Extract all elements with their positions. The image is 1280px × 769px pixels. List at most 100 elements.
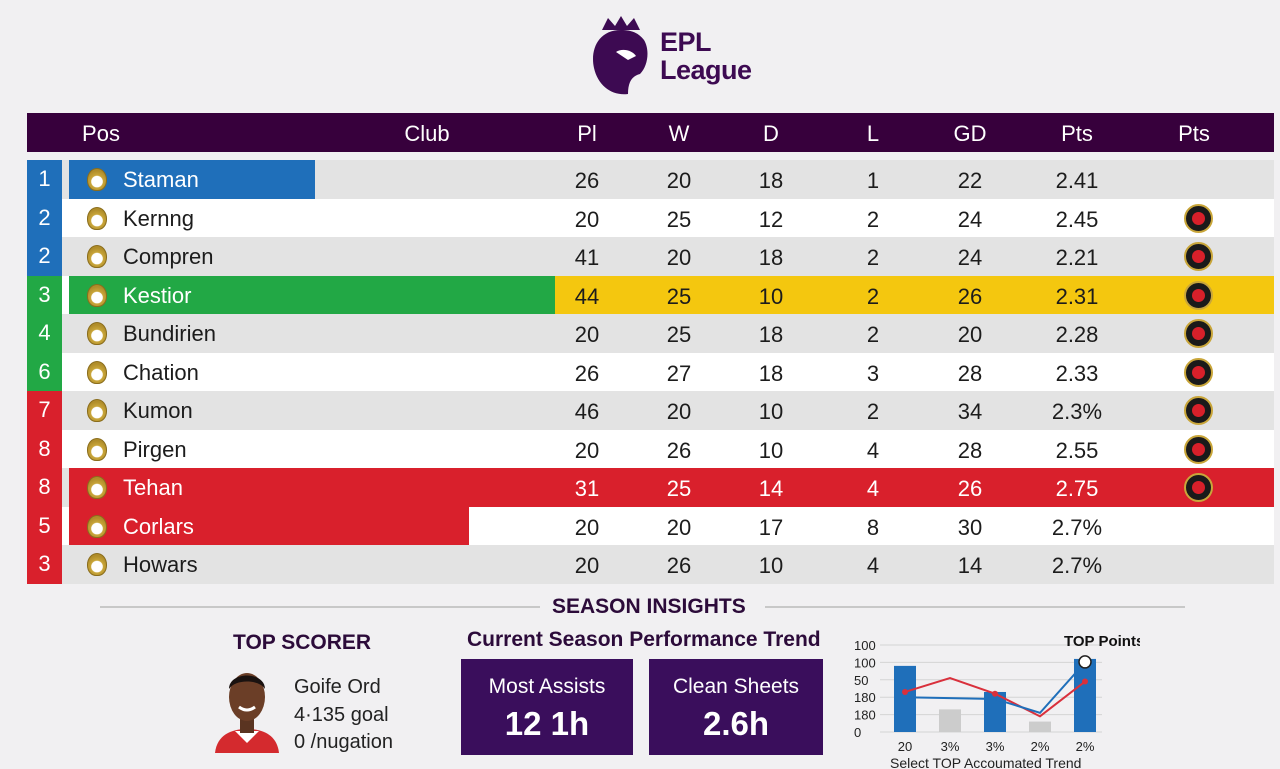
header-w[interactable]: W xyxy=(668,121,690,146)
table-row[interactable]: 6 Chation 26 27 18 3 28 2.33 xyxy=(27,352,1274,391)
cell-pts: 2.7% xyxy=(1051,553,1103,578)
y-tick-label: 100 xyxy=(854,655,876,670)
cell-w: 20 xyxy=(666,168,692,193)
table-row[interactable]: 8 Pirgen 20 26 10 4 28 2.55 xyxy=(27,429,1274,468)
row-background xyxy=(62,429,1274,468)
cell-w: 26 xyxy=(666,553,692,578)
season-insights-title: SEASON INSIGHTS xyxy=(552,595,746,618)
club-badge-icon xyxy=(1184,242,1213,271)
cell-d: 17 xyxy=(758,514,784,540)
header-gd[interactable]: GD xyxy=(953,121,987,146)
header-l[interactable]: L xyxy=(866,121,880,146)
player-avatar xyxy=(215,673,279,753)
series-point xyxy=(992,690,998,697)
series-point xyxy=(902,688,908,695)
header-club[interactable]: Club xyxy=(404,121,450,146)
y-tick-label: 0 xyxy=(854,725,861,740)
cell-w: 25 xyxy=(666,206,692,232)
cell-d: 18 xyxy=(758,245,784,270)
bar xyxy=(939,709,961,732)
header-pl[interactable]: Pl xyxy=(577,121,597,146)
series-line-blue xyxy=(904,661,1086,715)
x-tick-label: 3% xyxy=(941,739,960,754)
header-d[interactable]: D xyxy=(763,121,779,146)
cell-w: 25 xyxy=(666,283,692,309)
cell-w: 25 xyxy=(666,476,692,501)
cell-l: 3 xyxy=(866,360,880,386)
trend-title: Current Season Performance Trend xyxy=(467,628,821,651)
club-name[interactable]: Pirgen xyxy=(123,436,187,462)
cell-gd: 34 xyxy=(957,399,983,424)
club-badge-icon xyxy=(1184,280,1213,310)
cell-gd: 22 xyxy=(957,168,983,193)
x-tick-label: 2% xyxy=(1076,739,1095,754)
club-name[interactable]: Corlars xyxy=(123,513,194,539)
position-cell: 8 xyxy=(27,468,62,507)
table-row[interactable]: 4 Bundirien 20 25 18 2 20 2.28 xyxy=(27,314,1274,353)
cell-d: 10 xyxy=(758,399,784,424)
club-crest-icon xyxy=(87,283,107,307)
cell-pl: 20 xyxy=(574,322,600,347)
cell-w: 20 xyxy=(666,514,692,540)
cell-gd: 28 xyxy=(957,437,983,463)
header-pts[interactable]: Pts xyxy=(1061,121,1093,146)
row-background xyxy=(62,352,1274,391)
header-pos[interactable]: Pos xyxy=(82,121,120,146)
football-icon xyxy=(1078,655,1092,669)
table-row[interactable]: 5 Corlars 20 20 17 8 30 2.7% xyxy=(27,506,1274,545)
cell-l: 2 xyxy=(866,206,880,232)
table-row[interactable]: 1 Staman 26 20 18 1 22 2.41 xyxy=(27,160,1274,199)
table-row[interactable]: 8 Tehan 31 25 14 4 26 2.75 xyxy=(27,468,1274,507)
cell-pl: 20 xyxy=(574,437,600,463)
cell-pts: 2.41 xyxy=(1055,168,1099,193)
logo-line1: EPL xyxy=(660,27,712,57)
table-row[interactable]: 7 Kumon 46 20 10 2 34 2.3% xyxy=(27,391,1274,430)
row-highlight xyxy=(69,468,1274,507)
cell-d: 14 xyxy=(758,476,784,501)
cell-gd: 28 xyxy=(957,360,983,386)
cell-pts: 2.3% xyxy=(1051,399,1103,424)
table-row[interactable]: 3 Howars 20 26 10 4 14 2.7% xyxy=(27,545,1274,584)
position-cell: 4 xyxy=(27,314,62,353)
table-row[interactable]: 2 Compren 41 20 18 2 24 2.21 xyxy=(27,237,1274,276)
club-name[interactable]: Bundirien xyxy=(123,321,216,346)
x-tick-label: 2% xyxy=(1031,739,1050,754)
club-name[interactable]: Howars xyxy=(123,552,198,577)
club-name[interactable]: Kernng xyxy=(123,205,194,231)
table-header: Pos Club Pl W D L GD Pts Pts xyxy=(27,113,1274,152)
lion-crest-icon xyxy=(593,16,648,95)
cell-l: 2 xyxy=(866,399,880,424)
club-badge-icon xyxy=(1184,203,1213,233)
series-point xyxy=(1082,678,1088,685)
cell-l: 2 xyxy=(866,322,880,347)
club-crest-icon xyxy=(87,437,107,461)
row-highlight xyxy=(555,275,1274,314)
table-row[interactable]: 2 Kernng 20 25 12 2 24 2.45 xyxy=(27,198,1274,237)
cell-d: 18 xyxy=(758,360,784,386)
club-name[interactable]: Tehan xyxy=(123,475,183,500)
y-tick-label: 100 xyxy=(854,638,876,653)
header-pts-2[interactable]: Pts xyxy=(1178,121,1210,146)
table-row[interactable]: 3 Kestior 44 25 10 2 26 2.31 xyxy=(27,275,1274,314)
row-highlight xyxy=(69,160,315,199)
league-table: Pos Club Pl W D L GD Pts Pts 1 Staman 26 2… xyxy=(27,113,1274,584)
bar xyxy=(1074,658,1096,732)
club-badge-icon xyxy=(1184,473,1213,502)
row-highlight xyxy=(69,506,469,545)
club-name[interactable]: Chation xyxy=(123,359,199,385)
club-name[interactable]: Compren xyxy=(123,244,214,269)
cell-l: 4 xyxy=(866,476,880,501)
cell-w: 20 xyxy=(666,399,692,424)
club-name[interactable]: Staman xyxy=(123,167,199,192)
cell-pl: 46 xyxy=(574,399,600,424)
cell-pts: 2.45 xyxy=(1055,206,1099,232)
club-name[interactable]: Kumon xyxy=(123,398,193,423)
club-name[interactable]: Kestior xyxy=(123,282,192,308)
row-background xyxy=(62,198,1274,237)
cell-d: 18 xyxy=(758,168,784,193)
y-tick-label: 50 xyxy=(854,673,868,688)
cell-pl: 41 xyxy=(574,245,600,270)
x-tick-label: 20 xyxy=(898,739,912,754)
cell-l: 2 xyxy=(866,283,880,309)
cell-l: 8 xyxy=(866,514,880,540)
